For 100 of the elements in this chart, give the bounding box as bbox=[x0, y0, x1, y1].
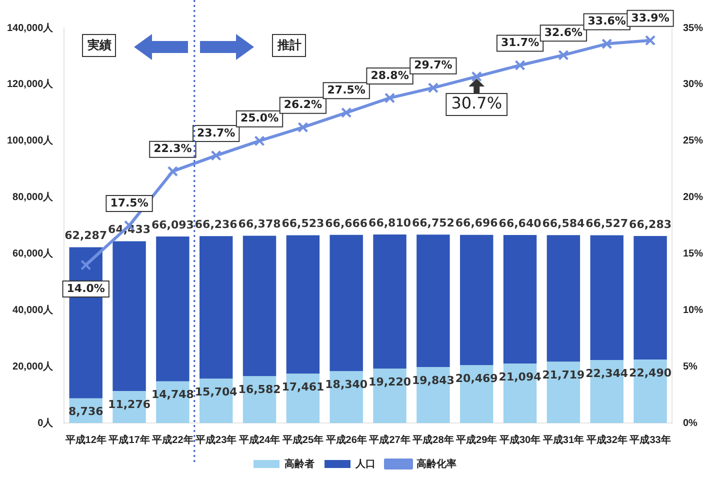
data-label: 14.0% bbox=[66, 282, 105, 295]
x-tick-label: 平成27年 bbox=[368, 434, 410, 446]
point bbox=[644, 35, 656, 46]
data-label: 18,340 bbox=[325, 378, 368, 392]
y-tick-label: 100,000人 bbox=[6, 134, 54, 147]
y2-tick-label: 20% bbox=[682, 192, 704, 204]
y2-tick-label: 35% bbox=[682, 22, 704, 34]
x-tick-label: 平成32年 bbox=[585, 434, 628, 446]
data-label: 32.6% bbox=[544, 26, 583, 39]
legend-label: 高齢者 bbox=[284, 458, 314, 470]
total-label: 66,523 bbox=[282, 217, 324, 230]
data-label: 25.0% bbox=[240, 112, 279, 125]
data-label: 19,843 bbox=[412, 374, 454, 387]
bar bbox=[286, 235, 320, 374]
data-label: 22,490 bbox=[629, 366, 672, 380]
y2-tick-label: 10% bbox=[682, 304, 704, 316]
data-label: 27.5% bbox=[327, 84, 366, 96]
bar bbox=[200, 236, 233, 379]
data-label: 23.7% bbox=[197, 126, 236, 140]
x-tick-label: 平成17年 bbox=[108, 434, 150, 446]
legend-label: 高齢化率 bbox=[416, 458, 456, 470]
data-label: 26.2% bbox=[284, 98, 322, 112]
point bbox=[80, 260, 92, 270]
y-tick-label: 60,000人 bbox=[12, 247, 54, 260]
annotation: 推計 bbox=[272, 34, 306, 57]
y2-tick-label: 30% bbox=[682, 79, 704, 90]
data-label: 19,220 bbox=[368, 376, 412, 389]
x-tick-label: 平成12年 bbox=[64, 434, 106, 446]
data-label: 29.7% bbox=[414, 58, 452, 72]
x-tick-label: 平成24年 bbox=[238, 434, 280, 446]
total-label: 66,093 bbox=[151, 218, 194, 232]
y-tick-label: 140,000人 bbox=[6, 22, 54, 34]
data-label: 33.6% bbox=[588, 14, 626, 28]
point bbox=[254, 136, 265, 146]
data-label: 28.8% bbox=[370, 68, 409, 82]
data-label: 22.3% bbox=[154, 142, 192, 156]
point bbox=[210, 150, 222, 161]
bar bbox=[590, 235, 624, 360]
data-label: 14,748 bbox=[151, 388, 194, 402]
data-label: 33.9% bbox=[631, 11, 670, 24]
y-tick-label: 0人 bbox=[38, 416, 54, 429]
x-tick-label: 平成29年 bbox=[455, 434, 498, 446]
bar bbox=[503, 234, 537, 364]
total-label: 62,287 bbox=[64, 229, 108, 242]
annotation: 30.7% bbox=[451, 94, 502, 113]
x-tick-label: 平成22年 bbox=[151, 434, 194, 446]
total-label: 66,640 bbox=[498, 216, 542, 230]
total-label: 66,527 bbox=[586, 217, 628, 230]
y-tick-label: 120,000人 bbox=[6, 78, 54, 90]
bar bbox=[242, 236, 276, 376]
data-label: 17.5% bbox=[110, 196, 148, 210]
bar bbox=[416, 234, 450, 368]
y2-tick-label: 25% bbox=[682, 136, 704, 147]
point bbox=[384, 92, 396, 104]
x-tick-label: 平成31年 bbox=[542, 434, 584, 446]
total-label: 66,584 bbox=[542, 216, 586, 230]
bar bbox=[156, 236, 190, 382]
y2-tick-label: 0% bbox=[682, 418, 698, 429]
data-label: 22,344 bbox=[586, 366, 628, 380]
total-label: 66,283 bbox=[629, 218, 672, 231]
data-label: 8,736 bbox=[68, 405, 104, 418]
data-label: 21,719 bbox=[542, 368, 585, 382]
point bbox=[167, 166, 178, 177]
point bbox=[558, 50, 569, 60]
y-tick-label: 40,000人 bbox=[12, 304, 54, 316]
point bbox=[514, 60, 526, 71]
data-label: 31.7% bbox=[500, 36, 540, 50]
bar bbox=[330, 234, 363, 372]
x-tick-label: 平成33年 bbox=[628, 434, 671, 446]
bar bbox=[460, 234, 494, 366]
total-label: 66,752 bbox=[412, 216, 454, 230]
total-label: 66,696 bbox=[455, 216, 498, 230]
point bbox=[471, 71, 482, 82]
bar bbox=[112, 241, 146, 392]
annotation: 実績 bbox=[82, 34, 116, 57]
total-label: 66,378 bbox=[238, 218, 281, 231]
y2-tick-label: 5% bbox=[682, 361, 698, 372]
data-label: 11,276 bbox=[108, 398, 151, 412]
point bbox=[341, 107, 352, 118]
total-label: 66,810 bbox=[368, 216, 412, 230]
y-tick-label: 20,000人 bbox=[12, 360, 54, 372]
data-label: 17,461 bbox=[282, 380, 324, 394]
total-label: 66,666 bbox=[325, 216, 368, 230]
data-label: 15,704 bbox=[194, 386, 238, 399]
y-tick-label: 80,000人 bbox=[12, 191, 54, 204]
data-label: 21,094 bbox=[498, 370, 542, 384]
point bbox=[298, 122, 308, 133]
data-label: 16,582 bbox=[238, 383, 281, 396]
legend-label: 人口 bbox=[354, 458, 376, 470]
point bbox=[428, 82, 439, 94]
x-tick-label: 平成30年 bbox=[498, 434, 541, 446]
x-tick-label: 平成26年 bbox=[324, 434, 367, 446]
y2-tick-label: 15% bbox=[682, 248, 704, 260]
x-tick-label: 平成28年 bbox=[412, 434, 454, 446]
x-tick-label: 平成23年 bbox=[194, 434, 237, 446]
x-tick-label: 平成25年 bbox=[281, 434, 324, 446]
bar bbox=[373, 234, 406, 369]
bar bbox=[546, 235, 580, 362]
point bbox=[602, 38, 612, 50]
bar bbox=[634, 236, 667, 360]
